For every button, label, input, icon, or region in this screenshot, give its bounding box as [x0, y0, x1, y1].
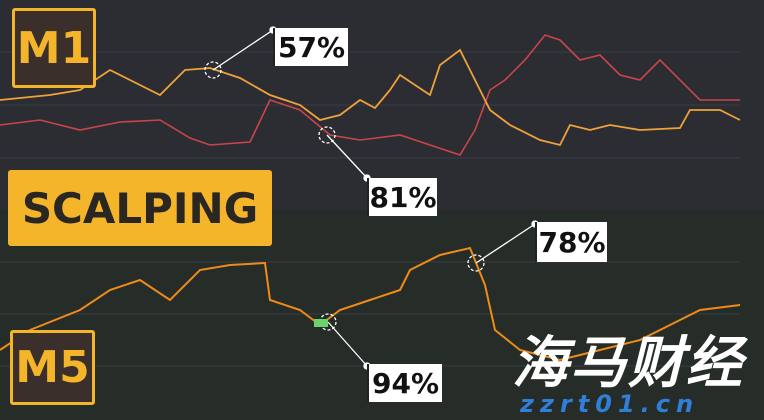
- callout: 94%: [367, 364, 442, 402]
- watermark-url: zzrt01.cn: [520, 390, 700, 418]
- marker: [314, 319, 328, 327]
- callout: 78%: [535, 222, 607, 262]
- red-line: [0, 34, 740, 156]
- m5-label: M5: [10, 330, 95, 405]
- callout: 57%: [273, 28, 348, 66]
- m1-label: M1: [12, 8, 96, 88]
- orange-line-m5: [0, 246, 741, 362]
- scalping-label: SCALPING: [8, 170, 272, 246]
- orange-line: [0, 48, 741, 147]
- watermark-title: 海马财经: [512, 331, 744, 396]
- callout-pointers: [204, 26, 539, 370]
- callout: 81%: [367, 178, 437, 216]
